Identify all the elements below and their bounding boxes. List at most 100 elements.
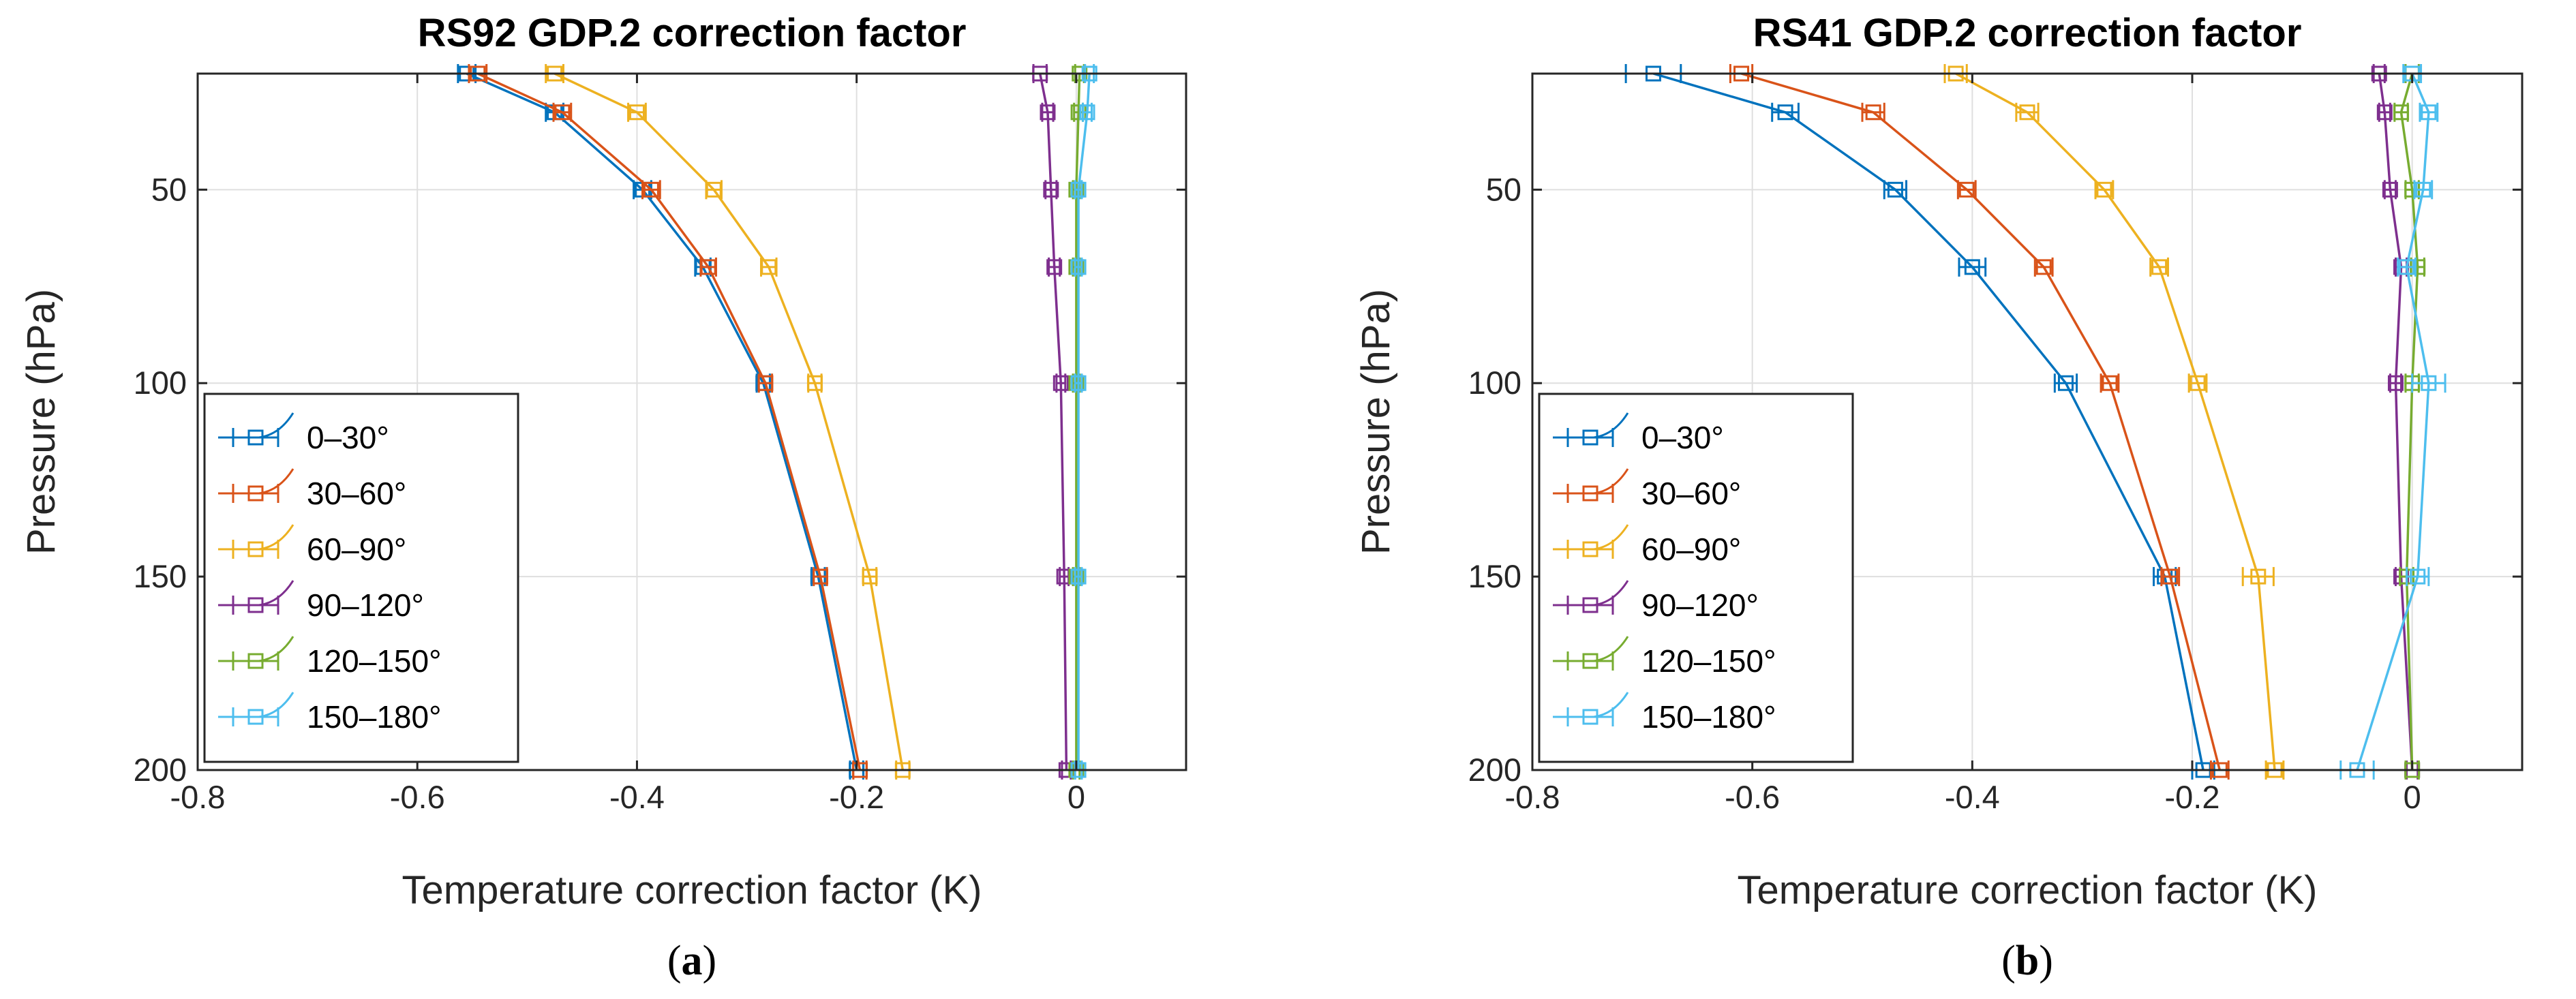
data-point-1-5 bbox=[813, 568, 828, 585]
x-tick-label-2: -0.4 bbox=[1945, 779, 2000, 815]
legend-marker-5 bbox=[1582, 709, 1598, 725]
data-point-1-1 bbox=[554, 104, 571, 121]
x-tick-label-1: -0.6 bbox=[390, 779, 445, 815]
data-point-3-4 bbox=[2387, 375, 2404, 391]
y-tick-label-2: 150 bbox=[134, 558, 187, 594]
x-tick-label-4: 0 bbox=[1067, 779, 1085, 815]
x-tick-label-0: -0.8 bbox=[170, 779, 226, 815]
data-point-3-3 bbox=[1046, 259, 1063, 275]
data-point-3-2 bbox=[1043, 181, 1059, 198]
data-point-2-5 bbox=[862, 568, 878, 585]
legend-marker-1 bbox=[247, 485, 264, 502]
legend-icon-0 bbox=[218, 412, 294, 447]
legend-icon-2 bbox=[218, 524, 294, 559]
data-point-5-3 bbox=[1070, 259, 1087, 275]
data-point-5-1 bbox=[2421, 104, 2437, 121]
data-point-1-3 bbox=[2035, 259, 2052, 275]
y-tick-label-0: 50 bbox=[151, 171, 187, 207]
legend-marker-2 bbox=[1582, 541, 1598, 557]
data-point-1-3 bbox=[700, 259, 716, 275]
x-tick-label-0: -0.8 bbox=[1505, 779, 1560, 815]
legend: 0–30° 30–60° 60–90° 90–120° 120–150° 150–180° bbox=[1538, 393, 1854, 763]
data-point-2-4 bbox=[2189, 375, 2206, 391]
legend-label-2: 60–90° bbox=[307, 532, 406, 567]
data-point-1-4 bbox=[2102, 375, 2118, 391]
x-tick-label-3: -0.2 bbox=[829, 779, 884, 815]
data-point-1-5 bbox=[2162, 568, 2179, 585]
data-point-2-3 bbox=[761, 259, 777, 275]
x-tick-label-3: -0.2 bbox=[2165, 779, 2220, 815]
x-axis-label: Temperature correction factor (K) bbox=[1738, 868, 2318, 912]
data-point-1-1 bbox=[1865, 104, 1881, 121]
data-point-3-1 bbox=[2376, 104, 2393, 121]
legend-icon-5 bbox=[218, 692, 294, 726]
y-tick-label-1: 100 bbox=[134, 365, 187, 401]
y-tick-label-2: 150 bbox=[1468, 558, 1521, 594]
data-point-5-5 bbox=[2410, 568, 2426, 585]
x-tick-label-2: -0.4 bbox=[609, 779, 665, 815]
x-tick-label-1: -0.6 bbox=[1725, 779, 1780, 815]
data-point-0-4 bbox=[2057, 375, 2074, 391]
axes-box bbox=[196, 72, 1187, 771]
legend-icon-0 bbox=[1553, 412, 1629, 447]
data-point-3-2 bbox=[2382, 181, 2398, 198]
data-point-2-1 bbox=[2019, 104, 2035, 121]
data-point-2-4 bbox=[806, 375, 823, 391]
data-point-1-4 bbox=[757, 375, 774, 391]
data-point-3-4 bbox=[1052, 375, 1069, 391]
legend-icon-3 bbox=[1553, 580, 1629, 615]
legend-icon-4 bbox=[218, 636, 294, 671]
legend-label-0: 0–30° bbox=[1641, 420, 1724, 455]
legend-icon-3 bbox=[218, 580, 294, 615]
data-point-5-4 bbox=[2421, 375, 2437, 391]
data-point-2-1 bbox=[628, 104, 645, 121]
y-tick-label-1: 100 bbox=[1468, 365, 1521, 401]
data-point-1-2 bbox=[1958, 181, 1975, 198]
legend-marker-1 bbox=[1582, 485, 1598, 502]
chart-title: RS41 GDP.2 correction factor bbox=[1753, 11, 2302, 55]
data-point-0-2 bbox=[1887, 181, 1903, 198]
chart-panel-a: -0.8 -0.6 -0.4 -0.2 0 50 100 150 200 RS92 GDP.2 c… bbox=[19, 11, 1187, 984]
legend-marker-4 bbox=[247, 653, 264, 669]
series-5 bbox=[1070, 64, 1097, 780]
x-axis-label: Temperature correction factor (K) bbox=[402, 868, 982, 912]
y-tick-label-3: 200 bbox=[1468, 752, 1521, 788]
legend-marker-4 bbox=[1582, 653, 1598, 669]
panel-label: (b) bbox=[2001, 938, 2053, 984]
legend-icon-1 bbox=[218, 468, 294, 503]
legend-icon-1 bbox=[1553, 468, 1629, 503]
y-tick-label-3: 200 bbox=[134, 752, 187, 788]
legend-label-0: 0–30° bbox=[307, 420, 389, 455]
data-point-5-1 bbox=[1079, 104, 1095, 121]
chart-title: RS92 GDP.2 correction factor bbox=[418, 11, 967, 55]
legend: 0–30° 30–60° 60–90° 90–120° 120–150° 150–180° bbox=[203, 393, 519, 763]
x-tick-label-4: 0 bbox=[2404, 779, 2421, 815]
data-point-5-5 bbox=[1070, 568, 1087, 585]
data-point-5-2 bbox=[2415, 181, 2431, 198]
legend-marker-3 bbox=[247, 597, 264, 613]
legend-label-5: 150–180° bbox=[1641, 699, 1776, 735]
legend-label-5: 150–180° bbox=[307, 699, 441, 735]
data-point-2-5 bbox=[2250, 568, 2267, 585]
axes-box bbox=[1531, 72, 2524, 771]
panel-label: (a) bbox=[667, 938, 716, 984]
legend-marker-0 bbox=[1582, 429, 1598, 446]
data-point-2-3 bbox=[2151, 259, 2168, 275]
legend-label-4: 120–150° bbox=[1641, 643, 1776, 679]
legend-label-4: 120–150° bbox=[307, 643, 441, 679]
legend-icon-4 bbox=[1553, 636, 1629, 671]
data-point-2-2 bbox=[706, 181, 722, 198]
legend-label-3: 90–120° bbox=[1641, 587, 1759, 623]
legend-marker-2 bbox=[247, 541, 264, 557]
data-point-5-4 bbox=[1070, 375, 1087, 391]
legend-label-2: 60–90° bbox=[1641, 532, 1741, 567]
legend-icon-2 bbox=[1553, 524, 1629, 559]
y-axis-label: Pressure (hPa) bbox=[1354, 289, 1398, 555]
data-point-5-3 bbox=[2399, 259, 2415, 275]
data-point-5-2 bbox=[1070, 181, 1087, 198]
data-point-1-2 bbox=[643, 181, 659, 198]
data-point-3-1 bbox=[1040, 104, 1056, 121]
data-point-0-3 bbox=[1964, 259, 1980, 275]
data-point-2-2 bbox=[2096, 181, 2112, 198]
